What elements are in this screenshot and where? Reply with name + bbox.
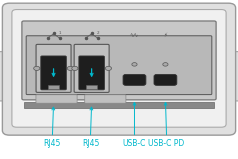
Circle shape — [105, 66, 111, 70]
FancyBboxPatch shape — [123, 74, 146, 85]
Circle shape — [67, 66, 73, 70]
Text: 1: 1 — [59, 31, 61, 35]
FancyBboxPatch shape — [36, 95, 77, 103]
Bar — [48, 85, 59, 89]
FancyBboxPatch shape — [74, 44, 109, 92]
FancyBboxPatch shape — [41, 56, 66, 90]
Text: 2: 2 — [97, 31, 99, 35]
Circle shape — [132, 63, 137, 66]
Circle shape — [34, 66, 40, 70]
FancyBboxPatch shape — [12, 10, 226, 127]
Bar — [86, 85, 97, 89]
Circle shape — [163, 63, 168, 66]
FancyBboxPatch shape — [22, 21, 216, 100]
FancyBboxPatch shape — [36, 44, 71, 92]
FancyBboxPatch shape — [2, 3, 236, 135]
Text: ⚡: ⚡ — [164, 33, 167, 38]
Text: RJ45: RJ45 — [82, 139, 99, 148]
FancyBboxPatch shape — [85, 95, 126, 103]
FancyBboxPatch shape — [0, 52, 20, 101]
FancyBboxPatch shape — [154, 74, 177, 85]
Circle shape — [72, 66, 78, 70]
Text: USB-C: USB-C — [123, 139, 146, 148]
Text: ∿∿: ∿∿ — [130, 33, 139, 38]
FancyBboxPatch shape — [79, 56, 104, 90]
Bar — [24, 102, 214, 108]
Text: RJ45: RJ45 — [44, 139, 61, 148]
FancyBboxPatch shape — [218, 52, 238, 101]
FancyBboxPatch shape — [26, 36, 212, 95]
Text: USB-C PD: USB-C PD — [149, 139, 185, 148]
